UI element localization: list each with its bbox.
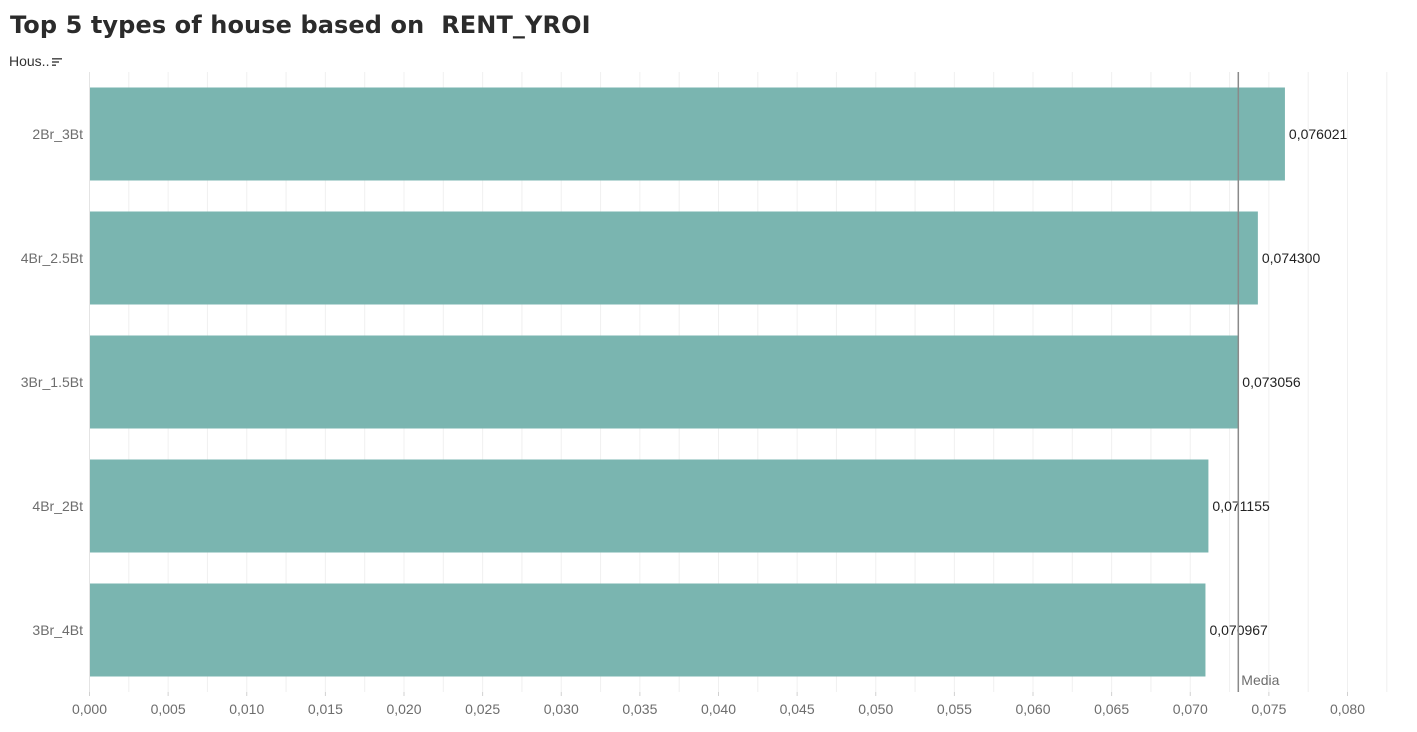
x-tick-label: 0,065 <box>1094 701 1129 717</box>
bar[interactable] <box>90 211 1258 305</box>
bar[interactable] <box>90 583 1206 677</box>
bar[interactable] <box>90 459 1209 553</box>
x-tick-label: 0,000 <box>72 701 107 717</box>
bars <box>90 87 1285 677</box>
value-label: 0,073056 <box>1242 374 1301 390</box>
x-tick-label: 0,055 <box>937 701 972 717</box>
x-tick-label: 0,025 <box>465 701 500 717</box>
x-tick-label: 0,075 <box>1251 701 1286 717</box>
sort-descending-icon[interactable] <box>52 57 63 67</box>
category-label: 3Br_1.5Bt <box>21 374 83 390</box>
x-tick-label: 0,005 <box>151 701 186 717</box>
x-tick-label: 0,040 <box>701 701 736 717</box>
x-tick-label: 0,045 <box>780 701 815 717</box>
value-label: 0,076021 <box>1289 126 1348 142</box>
reference-line-group: Media <box>1237 72 1280 692</box>
value-label: 0,071155 <box>1212 498 1270 514</box>
field-header-label: Hous.. <box>9 53 50 69</box>
x-tick-label: 0,010 <box>229 701 264 717</box>
bar[interactable] <box>90 87 1285 181</box>
x-tick-label: 0,070 <box>1173 701 1208 717</box>
value-label: 0,074300 <box>1262 250 1321 266</box>
bar[interactable] <box>90 335 1239 429</box>
chart-title: Top 5 types of house based on RENT_YROI <box>10 11 591 39</box>
x-tick-label: 0,015 <box>308 701 343 717</box>
field-header[interactable]: Hous.. <box>9 53 63 69</box>
x-tick-label: 0,035 <box>622 701 657 717</box>
category-label: 3Br_4Bt <box>32 622 83 638</box>
x-tick-label: 0,080 <box>1330 701 1365 717</box>
x-tick-label: 0,050 <box>858 701 893 717</box>
category-labels: 2Br_3Bt 4Br_2.5Bt 3Br_1.5Bt 4Br_2Bt 3Br_4Bt <box>21 126 83 638</box>
category-label: 4Br_2Bt <box>32 498 83 514</box>
x-tick-label: 0,060 <box>1015 701 1050 717</box>
x-tick-label: 0,020 <box>386 701 421 717</box>
x-tick-label: 0,030 <box>544 701 579 717</box>
x-axis: 0,000 0,005 0,010 0,015 0,020 0,025 0,030 0,035… <box>72 72 1365 717</box>
category-label: 4Br_2.5Bt <box>21 250 83 266</box>
category-label: 2Br_3Bt <box>32 126 83 142</box>
reference-line-label: Media <box>1241 672 1279 688</box>
